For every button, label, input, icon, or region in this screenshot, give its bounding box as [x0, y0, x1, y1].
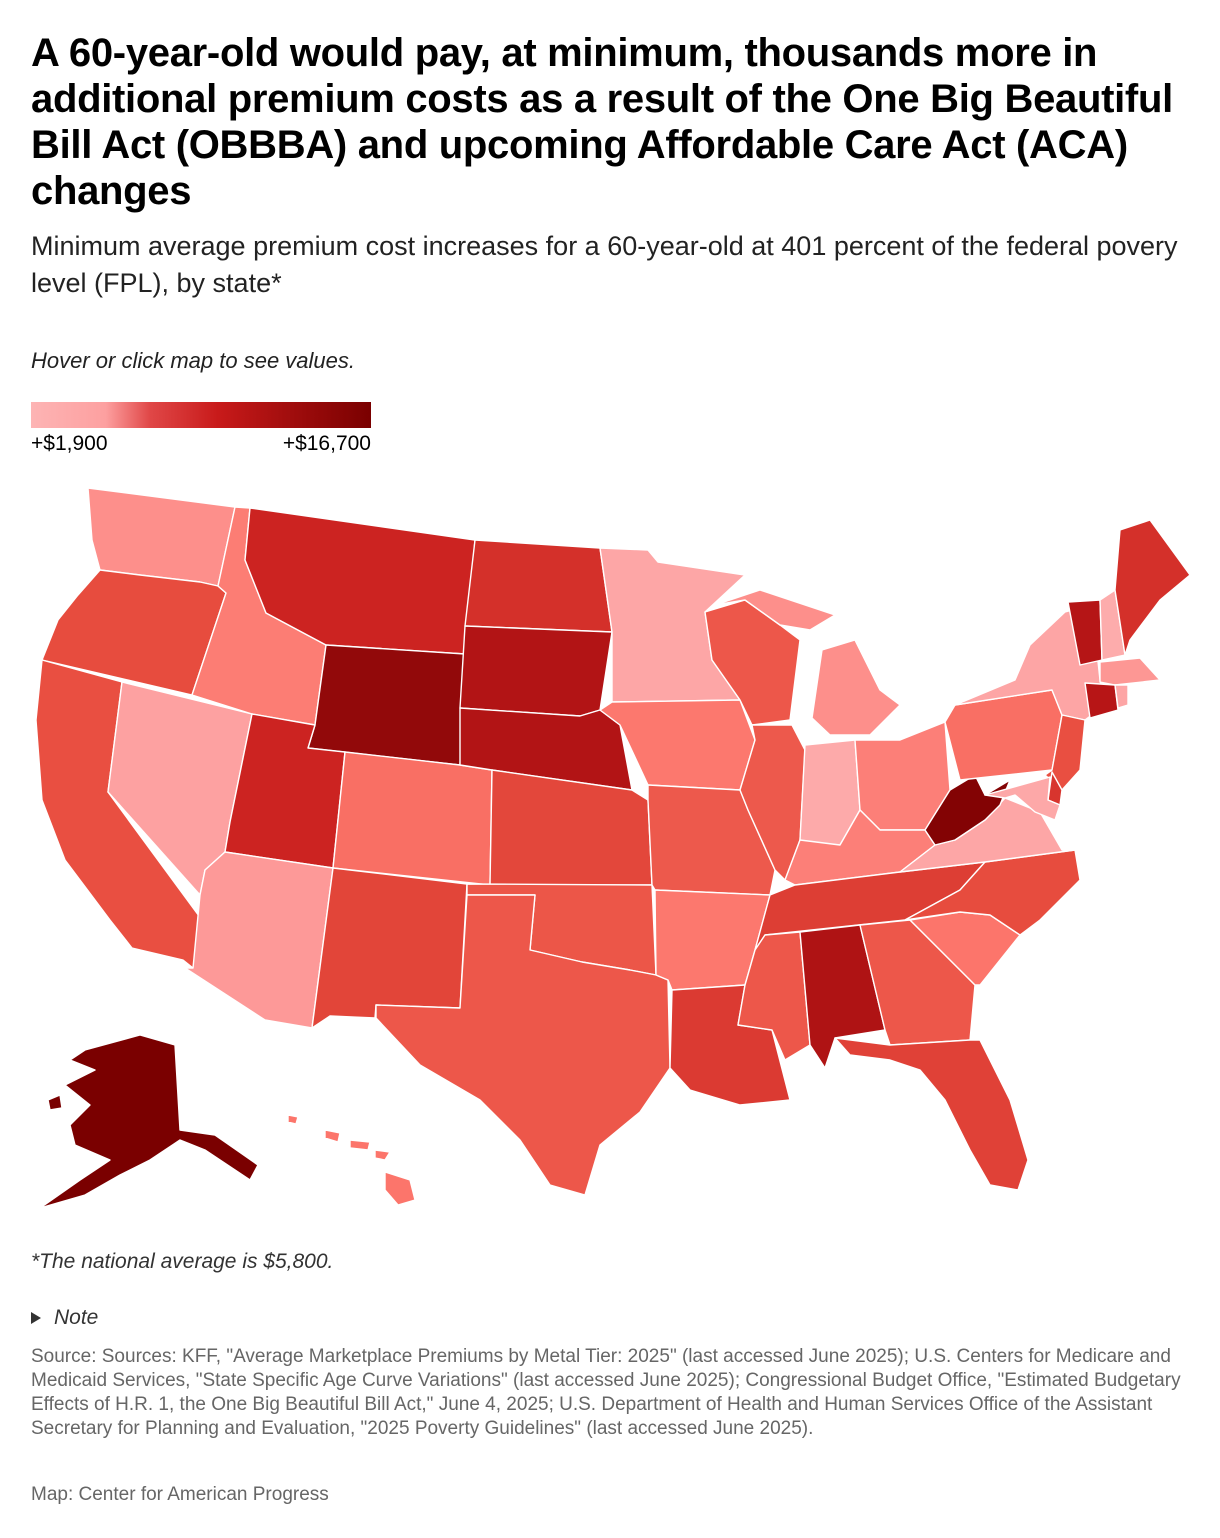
state-md[interactable]: MD	[984, 776, 1061, 821]
state-ak[interactable]: AK	[39, 1034, 259, 1209]
state-ri[interactable]: RI	[1114, 684, 1129, 709]
state-tx[interactable]: TX	[375, 894, 671, 1196]
state-co[interactable]: CO	[332, 751, 493, 886]
state-az[interactable]: AZ	[184, 851, 334, 1029]
state-hi[interactable]: HI	[287, 1114, 416, 1206]
state-me[interactable]: ME	[1114, 519, 1191, 656]
state-mi[interactable]: MI	[714, 589, 901, 736]
state-ms[interactable]: MS	[737, 931, 811, 1061]
state-wy[interactable]: WY	[307, 644, 466, 766]
state-nd[interactable]: ND	[464, 539, 613, 633]
chart-title: A 60-year-old would pay, at minimum, tho…	[31, 31, 1173, 213]
state-nm[interactable]: NM	[311, 867, 468, 1029]
state-ct[interactable]: CT	[1084, 682, 1119, 719]
source-text: Source: Sources: KFF, "Average Marketpla…	[31, 1346, 1181, 1439]
map-credit: Map: Center for American Progress	[31, 1484, 329, 1505]
state-il[interactable]: IL	[739, 724, 806, 881]
us-choropleth-map[interactable]: WA OR CA NV ID MT WY UT AZ CO NM ND SD N…	[0, 470, 1220, 1230]
hover-hint: Hover or click map to see values.	[31, 348, 356, 373]
state-sd[interactable]: SD	[459, 625, 613, 717]
caret-right-icon	[31, 1312, 41, 1324]
national-average-footnote: *The national average is $5,800.	[31, 1250, 334, 1273]
note-toggle[interactable]: Note	[31, 1306, 98, 1330]
legend-color-scale	[31, 402, 371, 428]
state-nc[interactable]: NC	[904, 849, 1081, 936]
legend-min-label: +$1,900	[31, 432, 108, 455]
state-ma[interactable]: MA	[1099, 657, 1161, 686]
note-label: Note	[54, 1306, 99, 1329]
state-ne[interactable]: NE	[459, 707, 633, 791]
state-fl[interactable]: FL	[834, 1037, 1029, 1191]
legend-max-label: +$16,700	[282, 432, 371, 455]
chart-subtitle: Minimum average premium cost increases f…	[31, 231, 1178, 298]
